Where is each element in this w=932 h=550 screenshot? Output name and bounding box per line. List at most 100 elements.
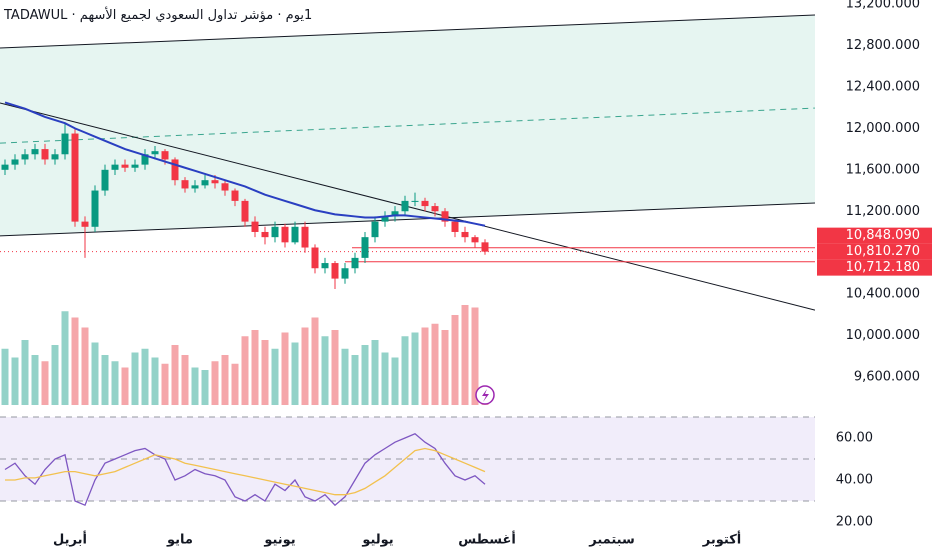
- price-label-bg: [817, 227, 932, 244]
- candle-body: [341, 268, 349, 279]
- volume-bar: [91, 342, 99, 405]
- y-tick-label: 40.00: [836, 473, 873, 488]
- volume-bar: [51, 345, 59, 405]
- y-tick-label: 12,800.000: [846, 38, 920, 53]
- candle-body: [101, 169, 109, 191]
- candle-body: [61, 133, 69, 155]
- candle-body: [201, 180, 209, 186]
- volume-bar: [181, 355, 189, 405]
- candle-body: [281, 226, 289, 243]
- volume-bar: [261, 340, 269, 405]
- candle-body: [241, 200, 249, 222]
- volume-bar: [311, 317, 319, 405]
- candle-body: [321, 263, 329, 269]
- price-label-bg: [817, 243, 932, 260]
- candle-body: [11, 159, 19, 165]
- candle-body: [381, 216, 389, 222]
- volume-bar: [71, 317, 79, 405]
- volume-bar: [201, 370, 209, 405]
- candle-body: [211, 180, 219, 184]
- candle-body: [121, 164, 129, 168]
- volume-bar: [191, 367, 199, 405]
- volume-bar: [241, 336, 249, 405]
- volume-bar: [151, 357, 159, 405]
- candle-body: [231, 190, 239, 201]
- candle-body: [171, 159, 179, 181]
- volume-bar: [21, 340, 29, 405]
- volume-bar: [41, 361, 49, 405]
- volume-bar: [451, 315, 459, 405]
- candle-body: [331, 263, 339, 279]
- alert-bolt: [482, 389, 489, 402]
- x-tick-label: يونيو: [263, 533, 295, 548]
- candle-body: [251, 221, 259, 232]
- volume-bar: [441, 330, 449, 405]
- y-tick-label: 11,200.000: [846, 204, 920, 219]
- candle-body: [371, 221, 379, 238]
- candle-body: [1, 164, 9, 170]
- volume-bar: [371, 340, 379, 405]
- candle-body: [481, 242, 489, 252]
- volume-bar: [351, 355, 359, 405]
- volume-bar: [101, 355, 109, 405]
- x-tick-label: مايو: [166, 533, 193, 548]
- volume-bar: [431, 323, 439, 405]
- candle-body: [401, 200, 409, 212]
- volume-bar: [421, 327, 429, 405]
- candle-body: [161, 151, 169, 160]
- volume-bar: [401, 336, 409, 405]
- volume-bar: [321, 336, 329, 405]
- candle-body: [21, 154, 29, 160]
- volume-bar: [251, 330, 259, 405]
- price-label: 10,848.090: [846, 228, 920, 243]
- volume-bar: [121, 367, 129, 405]
- x-tick-label: سبتمبر: [588, 533, 635, 548]
- volume-bar: [471, 307, 479, 405]
- volume-bar: [61, 311, 69, 405]
- volume-bar: [1, 348, 9, 405]
- candle-body: [311, 247, 319, 269]
- price-label-bg: [817, 259, 932, 276]
- candle-body: [51, 154, 59, 160]
- y-tick-label: 12,400.000: [846, 79, 920, 94]
- volume-bar: [271, 348, 279, 405]
- volume-bar: [141, 348, 149, 405]
- y-tick-label: 11,600.000: [846, 162, 920, 177]
- price-label: 10,712.180: [846, 260, 920, 275]
- candle-body: [221, 183, 229, 191]
- candle-body: [351, 257, 359, 269]
- y-tick-label: 20.00: [836, 515, 873, 530]
- candle-body: [181, 180, 189, 189]
- candle-body: [151, 151, 159, 155]
- volume-bar: [11, 357, 19, 405]
- volume-bar: [301, 327, 309, 405]
- volume-bar: [361, 345, 369, 405]
- candle-body: [261, 231, 269, 238]
- candle-body: [91, 190, 99, 227]
- volume-bar: [81, 327, 89, 405]
- chart-title: 1يوم · مؤشر تداول السعودي لجميع الأسهم ·…: [4, 8, 313, 23]
- y-tick-label: 10,400.000: [846, 287, 920, 302]
- candle-body: [141, 154, 149, 165]
- y-tick-label: 9,600.000: [854, 370, 920, 385]
- candle-body: [421, 200, 429, 207]
- moving-average: [4, 101, 486, 227]
- volume-bar: [171, 345, 179, 405]
- candle-body: [111, 164, 119, 170]
- y-tick-label: 60.00: [836, 431, 873, 446]
- candle-body: [271, 226, 279, 238]
- candle-body: [441, 211, 449, 222]
- volume-bar: [211, 361, 219, 405]
- candle-body: [291, 226, 299, 243]
- volume-bar: [331, 330, 339, 405]
- volume-bar: [391, 357, 399, 405]
- candle-body: [81, 221, 89, 227]
- candle-body: [431, 206, 439, 212]
- volume-bar: [461, 305, 469, 405]
- volume-bar: [131, 352, 139, 405]
- x-tick-label: يوليو: [361, 533, 393, 548]
- candle-body: [451, 221, 459, 232]
- volume-bar: [31, 355, 39, 405]
